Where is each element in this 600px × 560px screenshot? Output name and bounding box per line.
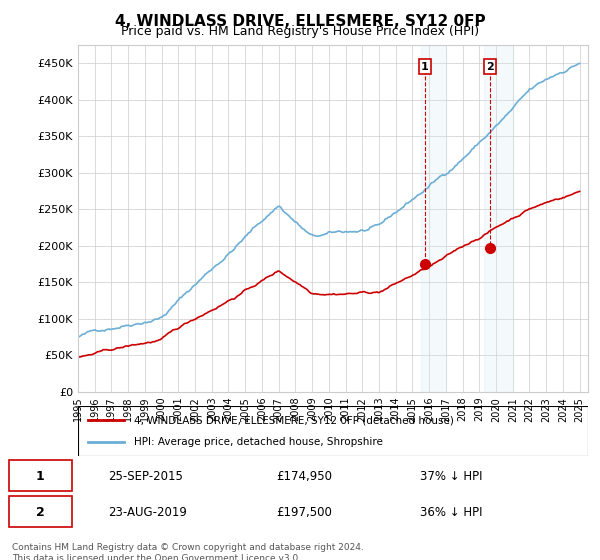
Text: £174,950: £174,950 xyxy=(276,470,332,483)
Text: Price paid vs. HM Land Registry's House Price Index (HPI): Price paid vs. HM Land Registry's House … xyxy=(121,25,479,38)
FancyBboxPatch shape xyxy=(9,460,72,491)
Bar xyxy=(421,45,446,392)
Text: 37% ↓ HPI: 37% ↓ HPI xyxy=(420,470,482,483)
Text: 23-AUG-2019: 23-AUG-2019 xyxy=(108,506,187,519)
Text: Contains HM Land Registry data © Crown copyright and database right 2024.
This d: Contains HM Land Registry data © Crown c… xyxy=(12,543,364,560)
Text: 2: 2 xyxy=(486,62,494,72)
Text: 2: 2 xyxy=(36,506,44,519)
Text: 36% ↓ HPI: 36% ↓ HPI xyxy=(420,506,482,519)
FancyBboxPatch shape xyxy=(9,496,72,528)
Text: 1: 1 xyxy=(36,470,44,483)
Text: HPI: Average price, detached house, Shropshire: HPI: Average price, detached house, Shro… xyxy=(134,437,383,447)
Text: 1: 1 xyxy=(421,62,428,72)
Text: £197,500: £197,500 xyxy=(276,506,332,519)
Bar xyxy=(484,45,513,392)
Text: 4, WINDLASS DRIVE, ELLESMERE, SY12 0FP: 4, WINDLASS DRIVE, ELLESMERE, SY12 0FP xyxy=(115,14,485,29)
Text: 4, WINDLASS DRIVE, ELLESMERE, SY12 0FP (detached house): 4, WINDLASS DRIVE, ELLESMERE, SY12 0FP (… xyxy=(134,415,454,425)
Text: 25-SEP-2015: 25-SEP-2015 xyxy=(108,470,183,483)
